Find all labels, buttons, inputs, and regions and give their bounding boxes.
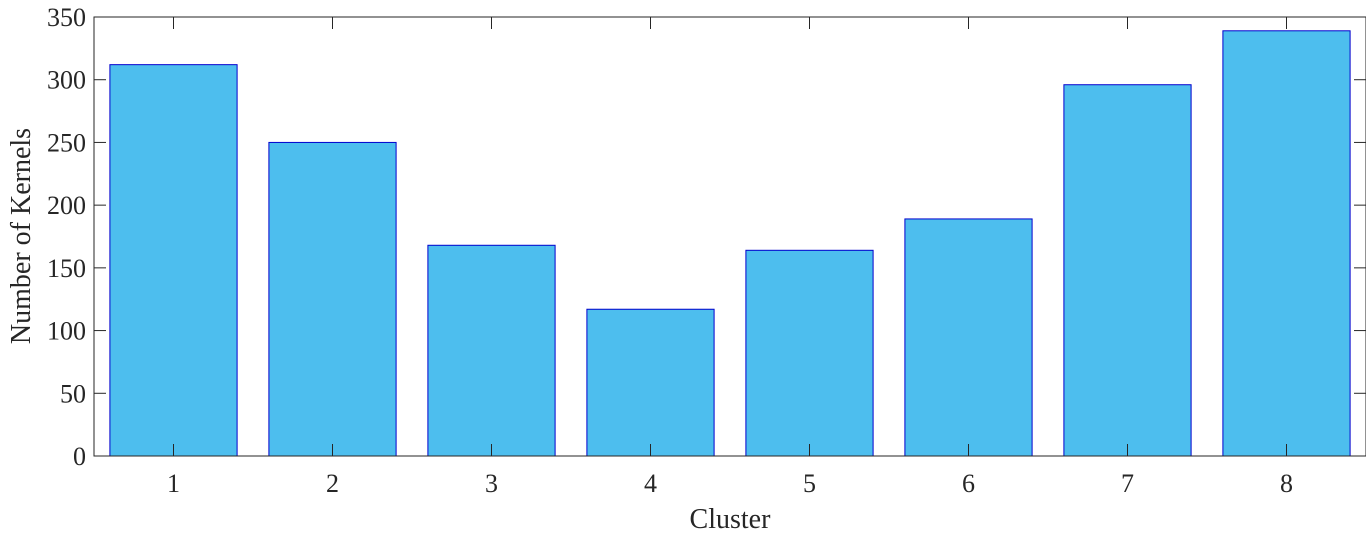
bar-5 [745,249,874,457]
plot-frame [93,16,1366,457]
x-tick-label: 2 [326,469,339,498]
y-tick-label: 50 [60,379,86,408]
x-axis: 1 2 3 4 5 6 7 8 [167,17,1293,498]
x-tick-label: 8 [1280,469,1293,498]
y-axis: 0 50 100 150 200 250 300 350 [47,3,1366,471]
bar-3 [427,244,556,457]
x-tick-label: 7 [1121,469,1134,498]
y-tick-label: 300 [47,66,86,95]
bar-1 [109,64,238,457]
bars-group [109,30,1351,457]
y-axis-label: Number of Kernels [6,128,37,344]
x-axis-label: Cluster [690,504,772,535]
y-tick-label: 250 [47,128,86,157]
x-tick-label: 1 [167,469,180,498]
y-tick-label: 150 [47,254,86,283]
x-tick-label: 3 [485,469,498,498]
x-tick-label: 6 [962,469,975,498]
x-tick-label: 4 [644,469,657,498]
bar-7 [1063,84,1192,457]
bar-6 [904,218,1033,457]
y-tick-label: 350 [47,3,86,32]
x-tick-label: 5 [803,469,816,498]
bar-8 [1222,30,1351,457]
y-tick-label: 100 [47,317,86,346]
bar-2 [268,141,397,457]
bar-4 [586,308,715,457]
y-tick-label: 200 [47,191,86,220]
y-tick-label: 0 [73,442,86,471]
